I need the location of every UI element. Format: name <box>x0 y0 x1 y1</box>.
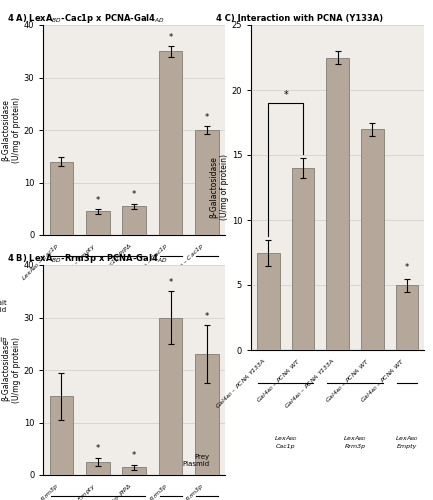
Text: *: * <box>168 278 173 287</box>
Bar <box>50 162 73 235</box>
Bar <box>159 52 182 235</box>
Bar <box>292 168 314 350</box>
Text: LexA$_{BD}$
Empty: LexA$_{BD}$ Empty <box>395 434 419 449</box>
Text: *: * <box>132 452 136 460</box>
Text: 4 C) Interaction with PCNA (Y133A): 4 C) Interaction with PCNA (Y133A) <box>216 14 384 23</box>
Bar <box>195 354 219 475</box>
Text: *: * <box>132 190 136 200</box>
Text: *: * <box>96 196 100 204</box>
Bar <box>257 252 280 350</box>
Bar <box>50 396 73 475</box>
Y-axis label: β-Galactosidase
(U/mg of protein): β-Galactosidase (U/mg of protein) <box>210 154 229 220</box>
Text: *: * <box>205 312 209 321</box>
Bar <box>361 129 384 350</box>
Text: Bait
Plasmid: Bait Plasmid <box>0 300 7 313</box>
Text: 4 B) LexA$_{BD}$-Rrm3p x PCNA-Gal4$_{AD}$: 4 B) LexA$_{BD}$-Rrm3p x PCNA-Gal4$_{AD}… <box>7 252 167 265</box>
Y-axis label: β-Galactosidase
(U/mg of protein): β-Galactosidase (U/mg of protein) <box>1 97 21 163</box>
Text: *: * <box>284 90 288 101</box>
Text: *: * <box>205 112 209 122</box>
Bar <box>123 206 146 235</box>
Bar <box>396 285 418 350</box>
Text: *: * <box>168 33 173 42</box>
Text: LexA$_{BD}$
Rrm3p: LexA$_{BD}$ Rrm3p <box>343 434 367 449</box>
Text: *: * <box>96 444 100 454</box>
Y-axis label: β-Galactosidase
(U/mg of protein): β-Galactosidase (U/mg of protein) <box>1 337 21 403</box>
Text: 4 A) LexA$_{BD}$-Cac1p x PCNA-Gal4$_{AD}$: 4 A) LexA$_{BD}$-Cac1p x PCNA-Gal4$_{AD}… <box>7 12 165 25</box>
Bar <box>159 318 182 475</box>
Bar <box>86 212 110 235</box>
Bar <box>326 58 349 350</box>
Bar <box>195 130 219 235</box>
Text: Prey
Plasmid: Prey Plasmid <box>182 454 210 467</box>
Text: cac1Δ: cac1Δ <box>160 281 181 287</box>
Text: rrm3Δ: rrm3Δ <box>196 281 218 287</box>
Text: LexA$_{BD}$
Cac1p: LexA$_{BD}$ Cac1p <box>274 434 297 449</box>
Text: BY4742: BY4742 <box>84 281 111 287</box>
Bar <box>123 467 146 475</box>
Bar <box>86 462 110 475</box>
Text: Strain: Strain <box>0 337 7 343</box>
Text: *: * <box>405 263 409 272</box>
